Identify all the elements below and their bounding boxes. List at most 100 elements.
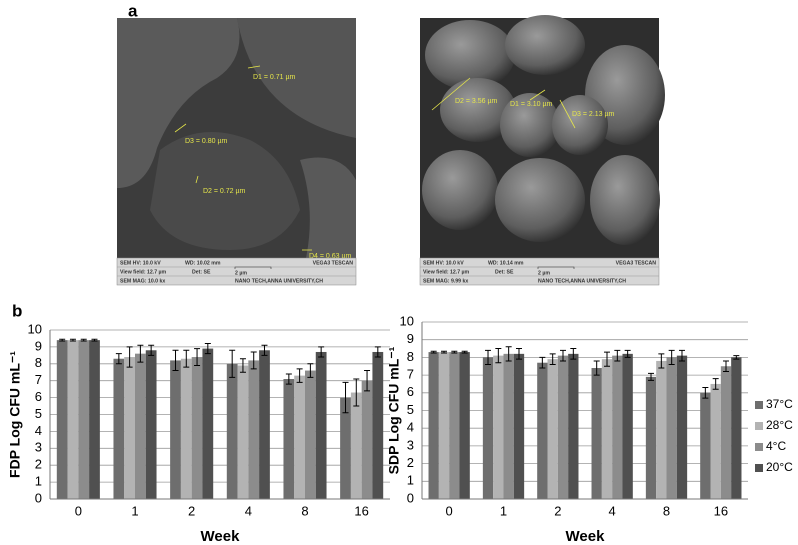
bar bbox=[449, 352, 460, 499]
x-tick-label: 16 bbox=[354, 503, 368, 518]
y-tick-label: 1 bbox=[407, 473, 414, 488]
bar bbox=[191, 357, 203, 499]
error-bar bbox=[430, 350, 437, 354]
bar bbox=[731, 357, 742, 499]
bar bbox=[547, 359, 558, 499]
error-bar bbox=[515, 348, 522, 360]
y-tick-label: 6 bbox=[407, 384, 414, 399]
error-bar bbox=[505, 346, 512, 362]
info-text: VEGA3 TESCAN bbox=[313, 260, 354, 266]
x-tick-label: 2 bbox=[554, 503, 561, 518]
bar bbox=[305, 370, 316, 499]
error-bar bbox=[648, 372, 655, 381]
error-bar bbox=[495, 348, 502, 364]
bar bbox=[710, 383, 721, 499]
y-tick-label: 2 bbox=[35, 457, 42, 472]
x-axis-title: Week bbox=[201, 528, 241, 545]
info-text: 2 µm bbox=[538, 270, 550, 276]
error-bar bbox=[678, 349, 685, 362]
bar bbox=[537, 362, 548, 499]
legend-label: 37°C bbox=[766, 397, 793, 411]
error-bar bbox=[148, 344, 155, 356]
error-bar bbox=[614, 349, 621, 362]
info-text: SEM HV: 10.0 kV bbox=[423, 260, 464, 266]
error-bar bbox=[261, 344, 268, 356]
error-bar bbox=[374, 346, 381, 358]
measure-label: D1 = 0.71 µm bbox=[253, 74, 296, 81]
scale-bar bbox=[234, 266, 272, 269]
bar bbox=[612, 355, 623, 499]
error-bar bbox=[353, 378, 360, 407]
info-text: 2 µm bbox=[235, 270, 247, 276]
y-tick-label: 5 bbox=[407, 402, 414, 417]
measure-line bbox=[247, 65, 261, 69]
bar bbox=[591, 368, 602, 499]
scale-bar bbox=[537, 266, 575, 269]
x-tick-label: 4 bbox=[245, 503, 252, 518]
error-bar bbox=[364, 370, 371, 392]
y-axis-title: FDP Log CFU mL⁻¹ bbox=[7, 351, 23, 478]
y-tick-label: 9 bbox=[35, 338, 42, 353]
bar bbox=[113, 358, 125, 499]
measure-label: D4 = 0.63 µm bbox=[309, 253, 352, 260]
y-tick-label: 10 bbox=[28, 321, 42, 336]
panel-label: b bbox=[12, 301, 22, 320]
bar bbox=[482, 357, 494, 499]
y-tick-label: 2 bbox=[407, 455, 414, 470]
error-bar bbox=[712, 378, 719, 390]
error-bar bbox=[115, 353, 122, 365]
error-bar bbox=[285, 373, 292, 385]
bar bbox=[645, 376, 657, 499]
error-bar bbox=[485, 349, 492, 365]
bar bbox=[568, 353, 579, 499]
info-bar bbox=[116, 257, 357, 286]
error-bar bbox=[451, 350, 458, 354]
x-tick-label: 2 bbox=[188, 503, 195, 518]
info-text: NANO TECH,ANNA UNIVERSITY,CH bbox=[235, 278, 323, 284]
error-bar bbox=[137, 344, 144, 363]
error-bar bbox=[91, 338, 98, 342]
measure-label: D3 = 2.13 µm bbox=[572, 111, 615, 118]
y-tick-label: 5 bbox=[35, 406, 42, 421]
y-tick-label: 4 bbox=[407, 420, 414, 435]
bar bbox=[513, 353, 525, 499]
info-text: NANO TECH,ANNA UNIVERSITY,CH bbox=[538, 278, 626, 284]
legend-swatch bbox=[755, 422, 763, 430]
bar bbox=[622, 353, 633, 499]
error-bar bbox=[59, 338, 66, 342]
error-bar bbox=[229, 349, 236, 378]
bar bbox=[361, 380, 373, 499]
error-bar bbox=[604, 351, 611, 367]
info-text: WD: 10.02 mm bbox=[185, 260, 221, 266]
error-bar bbox=[461, 350, 468, 354]
error-bar bbox=[539, 356, 546, 369]
x-axis-title: Week bbox=[566, 528, 606, 545]
bar bbox=[503, 353, 514, 499]
y-tick-label: 8 bbox=[407, 349, 414, 364]
error-bar bbox=[172, 349, 179, 372]
error-bar bbox=[307, 363, 314, 378]
bar bbox=[283, 379, 295, 499]
info-bar bbox=[419, 257, 660, 286]
legend-swatch bbox=[755, 443, 763, 451]
measure-label: D1 = 3.10 µm bbox=[510, 101, 553, 108]
error-bar bbox=[194, 348, 201, 366]
error-bar bbox=[549, 353, 556, 365]
bar bbox=[170, 360, 181, 499]
bar bbox=[428, 352, 439, 499]
sem-image-right bbox=[420, 15, 665, 258]
error-bar bbox=[239, 358, 246, 373]
legend-label: 28°C bbox=[766, 418, 793, 432]
y-tick-label: 1 bbox=[35, 474, 42, 489]
bar bbox=[315, 351, 327, 499]
bar bbox=[601, 359, 613, 499]
error-bar bbox=[441, 350, 448, 354]
info-text: SEM MAG: 9.99 kx bbox=[423, 278, 468, 284]
x-tick-label: 8 bbox=[301, 503, 308, 518]
info-text: SEM HV: 10.0 kV bbox=[120, 260, 161, 266]
legend-swatch bbox=[755, 464, 763, 472]
bar bbox=[666, 357, 677, 499]
error-bar bbox=[250, 351, 257, 370]
error-bar bbox=[126, 346, 133, 368]
x-tick-label: 8 bbox=[663, 503, 670, 518]
